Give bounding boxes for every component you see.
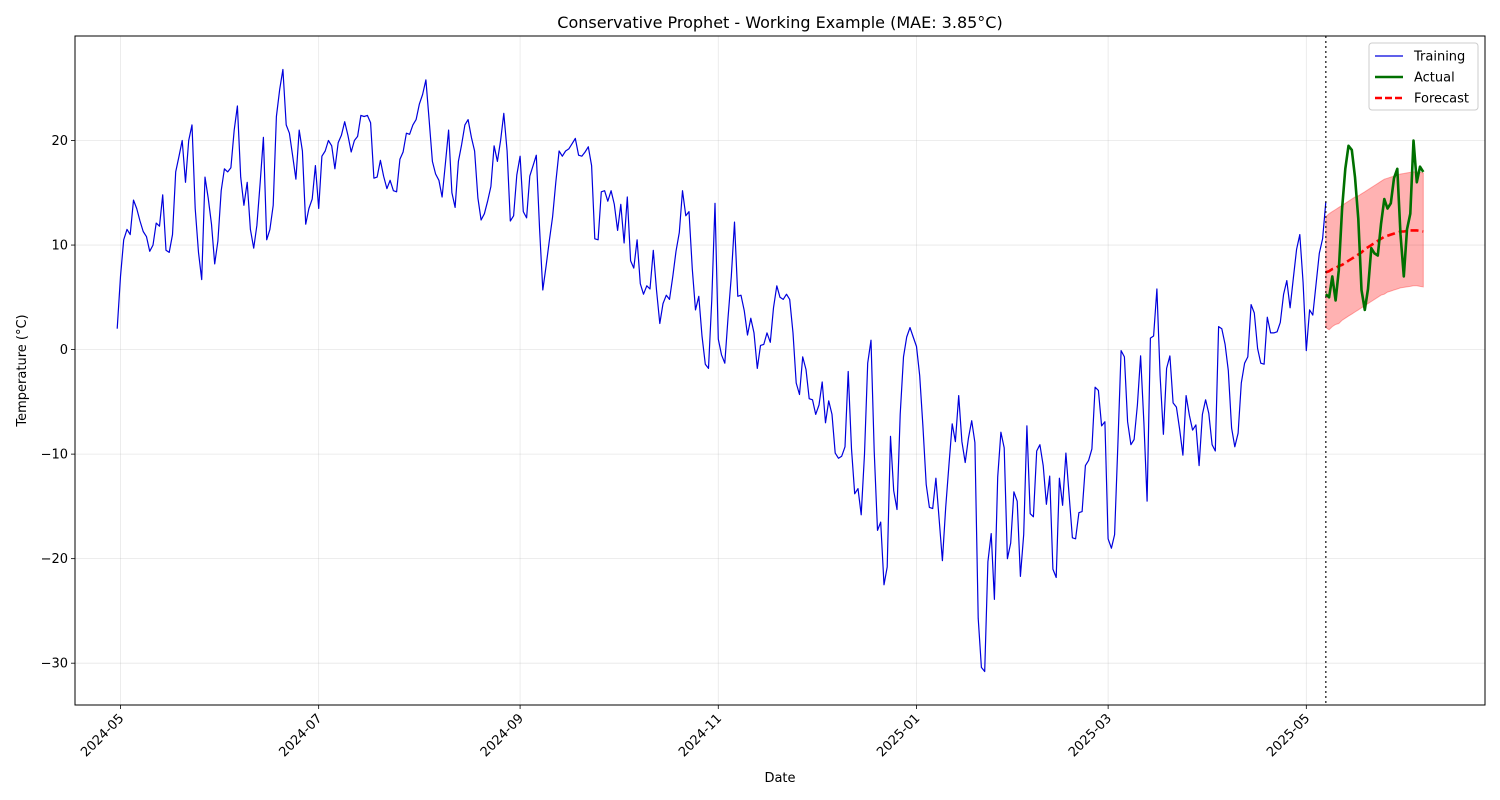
legend-label-actual: Actual [1414,71,1455,86]
plot-frame [74,35,1486,706]
y-tick-label: −10 [41,448,68,463]
forecast-series-line [1325,229,1424,274]
legend: Training Actual Forecast [1368,42,1479,111]
grid [75,36,1485,705]
y-axis-label: Temperature (°C) [15,314,30,427]
y-tick-label: 20 [51,134,68,149]
training-series-line [116,68,1327,673]
legend-label-training: Training [1413,50,1465,65]
y-tick-label: −20 [41,552,68,567]
legend-box [1368,42,1479,111]
actual-series-line [1324,139,1425,312]
series-lines [116,68,1425,673]
legend-label-forecast: Forecast [1414,92,1469,107]
y-tick-label: 0 [60,343,68,358]
chart-title: Conservative Prophet - Working Example (… [557,13,1002,32]
y-tick-label: 10 [51,239,68,254]
y-tick-label: −30 [41,657,68,672]
y-axis-ticks: −30 −20 −10 0 10 20 [41,134,75,672]
x-axis-label: Date [764,771,795,786]
